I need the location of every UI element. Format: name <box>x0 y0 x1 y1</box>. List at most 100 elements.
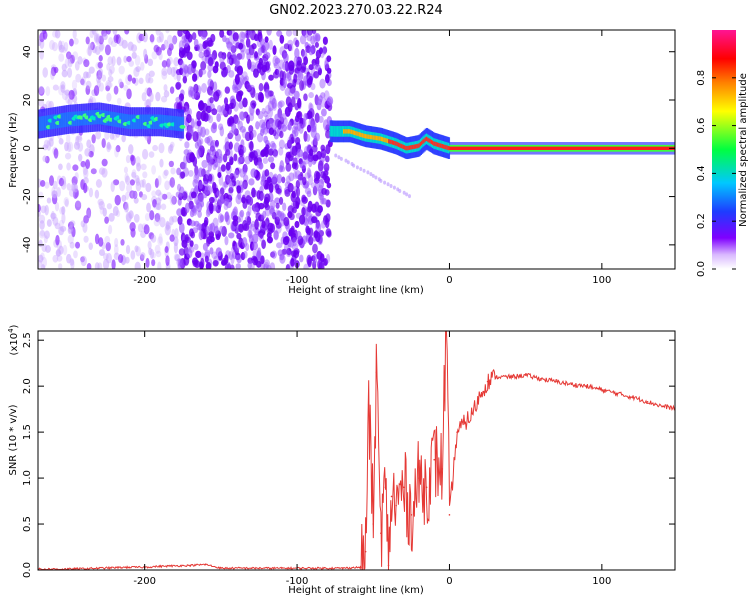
signal-descent-core <box>353 130 357 136</box>
spectrogram-noise-dot <box>211 251 218 260</box>
spectrogram-noise-dot <box>289 43 294 52</box>
spectrogram-noise-dot <box>125 244 131 255</box>
spectrogram-noise-dot <box>214 225 219 235</box>
snr-point <box>524 374 527 376</box>
spectrogram-noise-dot <box>121 194 127 202</box>
spectrogram-noise-dot <box>299 254 304 263</box>
spectrogram-noise-dot <box>223 143 230 152</box>
spectrogram-noise-dot <box>145 257 150 268</box>
spectrogram-noise-dot <box>238 31 246 43</box>
spectrogram-noise-dot <box>50 212 57 220</box>
spectrogram-noise-dot <box>75 73 82 83</box>
spectrogram-noise-dot <box>312 243 318 254</box>
spectrogram-noise-dot <box>161 60 168 68</box>
spectrogram-noise-dot <box>38 191 44 200</box>
spectrogram-noise-dot <box>263 40 270 51</box>
spectrogram-noise-dot <box>310 216 318 224</box>
spectrogram-noise-dot <box>155 212 162 224</box>
signal-descent-core <box>407 145 410 151</box>
spectrogram-noise-dot <box>306 206 313 213</box>
signal-descent-core <box>421 140 424 146</box>
spectrogram-noise-dot <box>152 199 157 208</box>
signal-descent-core <box>390 139 393 145</box>
signal-descent-core <box>382 137 385 142</box>
spectrogram-noise-dot <box>259 128 265 137</box>
spectrogram-noise-dot <box>126 88 132 100</box>
spectrogram-noise-dot <box>322 45 327 56</box>
spectrogram-noise-dot <box>94 262 100 269</box>
spectrogram-trail-dot <box>398 189 402 194</box>
spectrogram-noise-dot <box>85 36 90 45</box>
spectrogram-noise-dot <box>249 140 254 152</box>
spectrogram-noise-dot <box>295 230 302 240</box>
signal-descent-core <box>378 136 381 141</box>
spectrogram-noise-dot <box>263 259 271 269</box>
signal-descent-core <box>422 139 425 144</box>
spectrogram-noise-dot <box>161 193 168 200</box>
spectrogram-noise-dot <box>270 162 276 170</box>
snr-point <box>159 565 161 568</box>
snr-scale-label: (x104) <box>7 324 20 355</box>
signal-descent-core <box>368 134 371 140</box>
spectrogram-noise-dot <box>171 215 178 223</box>
spectrogram-noise-dot <box>157 175 162 186</box>
spectrogram-noise-dot <box>97 61 103 69</box>
snr-point <box>570 383 573 386</box>
spectrogram-noise-dot <box>80 256 85 263</box>
signal-descent-core <box>401 144 404 149</box>
spectrogram-noise-dot <box>233 101 239 112</box>
spectrogram-noise-dot <box>104 44 111 56</box>
spectrogram-noise-dot <box>219 225 225 234</box>
spectrogram-noise-dot <box>301 207 306 216</box>
spectrogram-noise-dot <box>113 244 119 255</box>
spectrogram-noise-dot <box>272 71 280 79</box>
snr-y-ticks: 0.0 0.5 1.0 1.5 2.0 2.5 <box>22 332 675 578</box>
spectrogram-noise-dot <box>319 78 326 89</box>
spectrogram-noise-dot <box>215 148 223 160</box>
spectrogram-noise-dot <box>169 234 175 242</box>
spectrogram-noise-dot <box>186 113 192 124</box>
spectrogram-noise-dot <box>260 179 266 187</box>
spectrogram-noise-dot <box>315 221 322 233</box>
spectrogram-noise-dot <box>326 55 332 62</box>
spectrogram-noise-dot <box>71 79 78 91</box>
spectrogram-noise-dot <box>225 37 230 45</box>
spectrogram-noise-dot <box>131 77 136 84</box>
spectrogram-noise-dot <box>255 260 262 268</box>
spectrogram-noise-dot <box>272 151 279 158</box>
spectrogram-noise-dot <box>123 203 129 213</box>
spectrogram-noise-dot <box>182 39 189 48</box>
signal-descent-core <box>392 140 396 145</box>
spectrogram-noise-dot <box>146 202 151 213</box>
spectrogram-noise-dot <box>303 146 309 156</box>
spectrogram-noise-dot <box>105 241 111 252</box>
snr-y-tick-label: 2.5 <box>22 332 33 348</box>
spectrogram-noise-dot <box>267 227 273 235</box>
spectrogram-noise-dot <box>106 81 113 89</box>
spectrogram-noise-dot <box>189 152 196 163</box>
spectrogram-noise-dot <box>67 52 72 61</box>
spectrogram-noise-dot <box>66 183 72 191</box>
spectrogram-noise-dot <box>295 186 301 198</box>
spectrogram-noise-dot <box>152 144 159 152</box>
spectrogram-noise-dot <box>315 34 321 42</box>
spectrogram-noise-dot <box>326 182 332 189</box>
spectrogram-noise-dot <box>191 60 197 69</box>
snr-point <box>360 566 362 569</box>
spectrogram-noise-dot <box>61 69 68 78</box>
spectrogram-noise-dot <box>231 44 236 53</box>
spectrogram-noise-dot <box>95 179 102 188</box>
spectrogram-noise-dot <box>164 224 171 236</box>
spectrogram-noise-dot <box>125 191 130 200</box>
snr-point <box>456 431 458 433</box>
spectrogram-noise-dot <box>209 96 214 104</box>
snr-x-tick-label: 100 <box>592 576 611 587</box>
spectrogram-noise-dot <box>243 164 248 173</box>
signal-descent-core <box>372 135 375 140</box>
spectrogram-noise-dot <box>258 190 264 201</box>
spectrogram-noise-dot <box>168 160 174 168</box>
signal-descent-core <box>394 141 397 146</box>
spectrogram-noise-dot <box>209 222 216 234</box>
spectrogram-noise-dot <box>136 162 142 172</box>
signal-descent-core <box>418 143 421 148</box>
